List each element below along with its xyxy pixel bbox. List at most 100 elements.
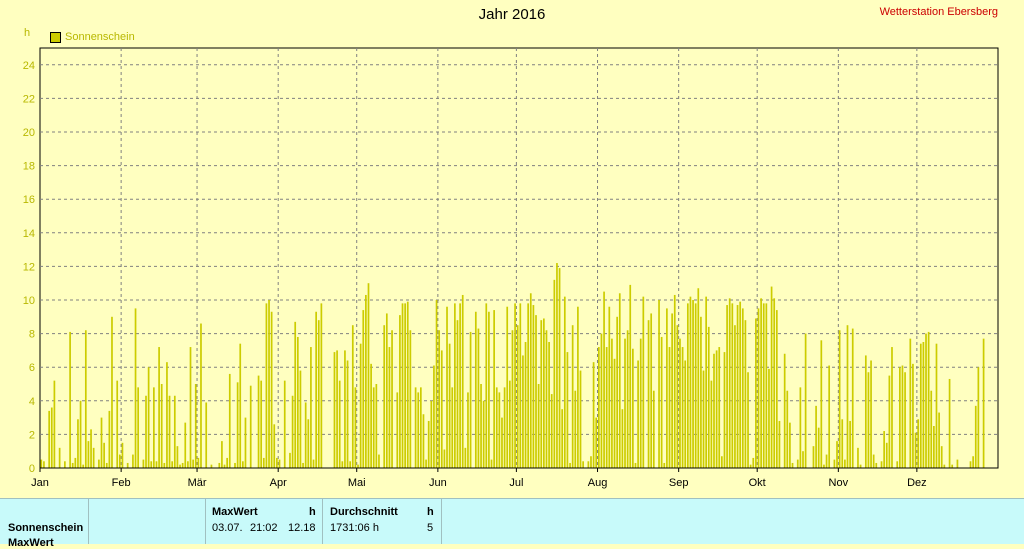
bar bbox=[579, 370, 582, 468]
bar bbox=[815, 405, 817, 468]
bar bbox=[888, 375, 891, 468]
bar bbox=[501, 417, 503, 468]
bar bbox=[870, 360, 872, 468]
bar bbox=[194, 384, 197, 468]
bar bbox=[566, 352, 569, 468]
bar bbox=[802, 451, 804, 468]
bar bbox=[561, 409, 564, 468]
bar bbox=[262, 457, 265, 468]
bar bbox=[618, 293, 621, 468]
y-tick-label: 24 bbox=[23, 60, 35, 72]
bar bbox=[385, 313, 388, 468]
bar bbox=[925, 333, 927, 468]
bar bbox=[833, 459, 836, 468]
bar bbox=[595, 417, 598, 468]
bar bbox=[828, 365, 831, 468]
bar bbox=[885, 442, 888, 468]
bar bbox=[273, 424, 276, 468]
bar bbox=[770, 286, 773, 468]
bar bbox=[278, 459, 281, 468]
bar bbox=[317, 320, 320, 468]
bar bbox=[482, 400, 485, 468]
bar bbox=[304, 402, 307, 468]
bar bbox=[713, 353, 715, 468]
bar bbox=[132, 454, 134, 468]
bar bbox=[558, 268, 561, 468]
bar bbox=[796, 459, 799, 468]
bar bbox=[548, 342, 550, 468]
bar bbox=[396, 392, 399, 468]
bar bbox=[880, 461, 883, 468]
bar bbox=[912, 363, 914, 468]
bar bbox=[498, 392, 501, 468]
bar bbox=[574, 390, 577, 468]
bar bbox=[909, 338, 912, 468]
bar bbox=[488, 311, 490, 468]
bar bbox=[702, 370, 705, 468]
y-axis-unit: h bbox=[24, 27, 31, 39]
bar bbox=[409, 330, 412, 468]
bar bbox=[532, 305, 535, 468]
bar bbox=[789, 422, 791, 468]
bar bbox=[849, 420, 851, 468]
bar bbox=[529, 293, 532, 468]
bar bbox=[372, 387, 375, 468]
bar bbox=[647, 320, 650, 468]
bar bbox=[192, 459, 194, 468]
bar bbox=[171, 461, 174, 468]
bar bbox=[820, 340, 823, 468]
bar bbox=[896, 461, 899, 468]
bar bbox=[228, 373, 231, 468]
bar bbox=[786, 390, 789, 468]
bar bbox=[173, 395, 176, 468]
y-tick-label: 18 bbox=[23, 161, 35, 173]
bar bbox=[846, 325, 849, 468]
bar bbox=[752, 457, 755, 468]
bar bbox=[634, 462, 637, 468]
bar bbox=[692, 300, 694, 468]
x-tick-label: Apr bbox=[270, 477, 287, 489]
bar bbox=[817, 427, 820, 468]
bar bbox=[760, 298, 762, 468]
bar bbox=[362, 310, 365, 468]
bar bbox=[349, 461, 352, 468]
bar bbox=[626, 330, 629, 468]
bar bbox=[249, 385, 252, 468]
bar bbox=[935, 343, 938, 468]
bar bbox=[891, 347, 893, 468]
bar bbox=[296, 336, 299, 468]
bar bbox=[357, 464, 359, 468]
bar bbox=[982, 338, 985, 468]
bar bbox=[310, 347, 312, 468]
bar bbox=[158, 347, 160, 468]
bar bbox=[354, 387, 357, 468]
bar bbox=[176, 446, 179, 468]
bar bbox=[550, 394, 553, 468]
bar bbox=[914, 432, 917, 468]
bar bbox=[642, 296, 645, 468]
y-tick-label: 6 bbox=[29, 362, 35, 374]
bar bbox=[804, 333, 807, 468]
bar bbox=[723, 352, 726, 468]
bar bbox=[344, 350, 346, 468]
bar bbox=[77, 419, 79, 468]
bar bbox=[668, 347, 671, 468]
bar bbox=[399, 315, 401, 468]
bar bbox=[477, 328, 480, 468]
bar bbox=[181, 462, 184, 468]
avg-header: Durchschnitt bbox=[330, 506, 398, 518]
bar bbox=[721, 456, 723, 468]
bar bbox=[917, 419, 920, 468]
bar bbox=[624, 338, 626, 468]
bar bbox=[857, 447, 859, 468]
bar bbox=[694, 303, 697, 468]
bar bbox=[739, 301, 742, 468]
bar bbox=[87, 441, 90, 468]
bar bbox=[592, 362, 595, 468]
bar bbox=[597, 347, 600, 468]
bar bbox=[508, 380, 511, 468]
bar bbox=[137, 387, 140, 468]
bar bbox=[611, 338, 613, 468]
bar bbox=[506, 306, 509, 468]
bar bbox=[145, 395, 147, 468]
